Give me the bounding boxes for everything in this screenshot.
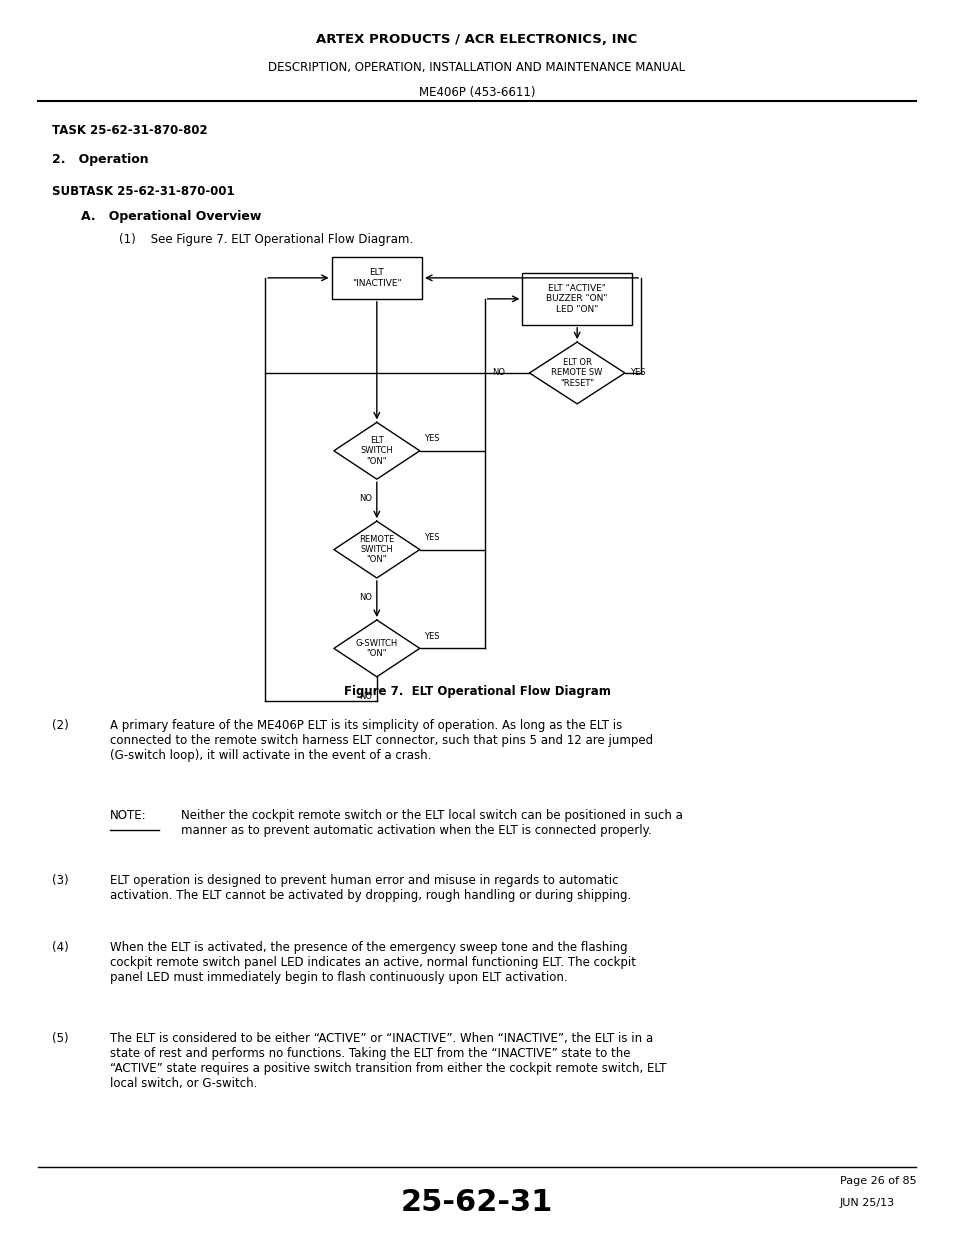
Text: ELT operation is designed to prevent human error and misuse in regards to automa: ELT operation is designed to prevent hum… [110, 874, 630, 903]
Text: YES: YES [423, 534, 438, 542]
Text: When the ELT is activated, the presence of the emergency sweep tone and the flas: When the ELT is activated, the presence … [110, 941, 635, 984]
Text: JUN 25/13: JUN 25/13 [839, 1198, 894, 1208]
Text: 25-62-31: 25-62-31 [400, 1188, 553, 1216]
Bar [522, 273, 631, 325]
Text: (5): (5) [52, 1032, 69, 1046]
Text: 2.   Operation: 2. Operation [52, 153, 149, 167]
Text: YES: YES [629, 368, 644, 378]
Bar [332, 257, 421, 299]
Text: A primary feature of the ME406P ELT is its simplicity of operation. As long as t: A primary feature of the ME406P ELT is i… [110, 719, 652, 762]
Text: TASK 25-62-31-870-802: TASK 25-62-31-870-802 [52, 124, 208, 137]
Text: (3): (3) [52, 874, 69, 888]
Text: ELT
SWITCH
"ON": ELT SWITCH "ON" [360, 436, 393, 466]
Text: (1)    See Figure 7. ELT Operational Flow Diagram.: (1) See Figure 7. ELT Operational Flow D… [119, 233, 413, 247]
Text: ELT OR
REMOTE SW
"RESET": ELT OR REMOTE SW "RESET" [551, 358, 602, 388]
Text: Neither the cockpit remote switch or the ELT local switch can be positioned in s: Neither the cockpit remote switch or the… [181, 809, 682, 837]
Text: ARTEX PRODUCTS / ACR ELECTRONICS, INC: ARTEX PRODUCTS / ACR ELECTRONICS, INC [316, 33, 637, 47]
Text: (2): (2) [52, 719, 70, 732]
Text: A.   Operational Overview: A. Operational Overview [81, 210, 261, 224]
Text: ELT
"INACTIVE": ELT "INACTIVE" [352, 268, 401, 288]
Text: YES: YES [423, 435, 438, 443]
Text: NO: NO [358, 593, 372, 601]
Text: Figure 7.  ELT Operational Flow Diagram: Figure 7. ELT Operational Flow Diagram [343, 685, 610, 699]
Text: NOTE:: NOTE: [110, 809, 146, 823]
Text: ME406P (453-6611): ME406P (453-6611) [418, 86, 535, 100]
Text: SUBTASK 25-62-31-870-001: SUBTASK 25-62-31-870-001 [52, 185, 234, 199]
Text: The ELT is considered to be either “ACTIVE” or “INACTIVE”. When “INACTIVE”, the : The ELT is considered to be either “ACTI… [110, 1032, 665, 1091]
Text: NO: NO [358, 494, 372, 503]
Text: DESCRIPTION, OPERATION, INSTALLATION AND MAINTENANCE MANUAL: DESCRIPTION, OPERATION, INSTALLATION AND… [268, 61, 685, 74]
Text: NO: NO [358, 692, 372, 700]
Text: YES: YES [423, 632, 438, 641]
Text: NO: NO [492, 368, 505, 378]
Text: Page 26 of 85: Page 26 of 85 [839, 1176, 915, 1186]
Text: G-SWITCH
"ON": G-SWITCH "ON" [355, 638, 397, 658]
Text: REMOTE
SWITCH
"ON": REMOTE SWITCH "ON" [359, 535, 394, 564]
Text: ELT "ACTIVE"
BUZZER "ON"
LED "ON": ELT "ACTIVE" BUZZER "ON" LED "ON" [546, 284, 607, 314]
Text: (4): (4) [52, 941, 70, 955]
